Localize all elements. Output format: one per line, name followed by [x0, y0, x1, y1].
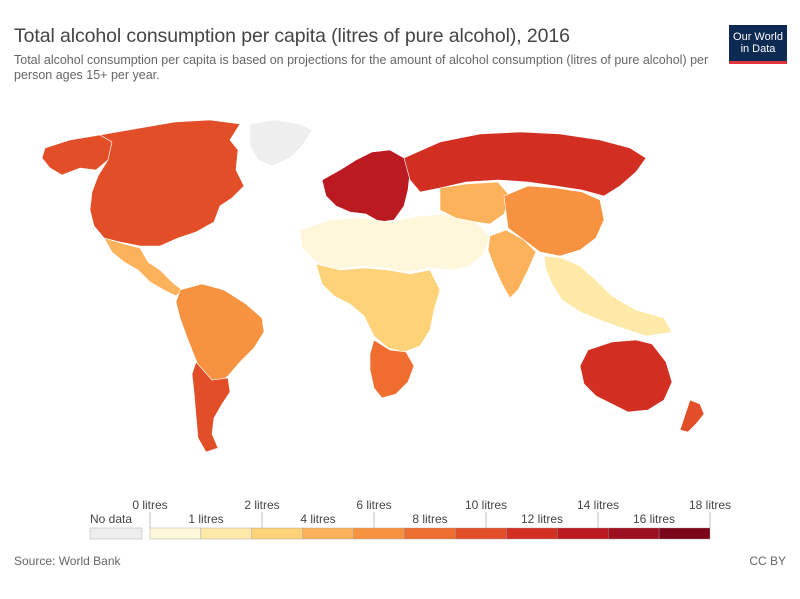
legend-label-lower-1: 4 litres [300, 512, 336, 526]
license-note[interactable]: CC BY [749, 554, 786, 568]
region-russia[interactable] [403, 131, 647, 197]
region-australia[interactable] [579, 339, 673, 413]
legend-label-upper-2: 6 litres [356, 498, 392, 512]
legend-bin-5[interactable] [404, 527, 456, 540]
region-central-asia[interactable] [439, 181, 511, 225]
legend-label-upper-3: 10 litres [464, 498, 508, 512]
region-north-america[interactable] [89, 119, 245, 247]
chart-title: Total alcohol consumption per capita (li… [14, 25, 570, 47]
region-argentina-chile[interactable] [191, 361, 231, 453]
legend-bins [149, 512, 711, 540]
logo-line-1: Our World [733, 31, 783, 43]
legend-bin-8[interactable] [557, 527, 609, 540]
legend-bin-7[interactable] [506, 527, 558, 540]
legend-bin-6[interactable] [455, 527, 507, 540]
legend-bin-10[interactable] [658, 527, 711, 540]
owid-logo[interactable]: Our World in Data [729, 25, 787, 64]
region-sub-saharan-africa[interactable] [315, 263, 441, 353]
logo-line-2: in Data [740, 43, 776, 55]
region-new-zealand[interactable] [679, 399, 705, 433]
region-greenland[interactable] [249, 119, 313, 167]
region-alaska[interactable] [41, 134, 113, 176]
chart-subtitle: Total alcohol consumption per capita is … [14, 53, 709, 82]
legend-label-lower-3: 12 litres [520, 512, 564, 526]
region-southern-africa[interactable] [369, 339, 415, 399]
region-south-america[interactable] [175, 283, 265, 387]
legend-no-data-label: No data [90, 512, 133, 526]
legend-bin-4[interactable] [353, 527, 405, 540]
source-note: Source: World Bank [14, 554, 121, 568]
region-southeast-asia[interactable] [543, 255, 673, 337]
legend-label-upper-1: 2 litres [244, 498, 280, 512]
legend-bin-2[interactable] [251, 527, 303, 540]
legend-label-upper-5: 18 litres [688, 498, 732, 512]
region-europe[interactable] [321, 149, 411, 223]
legend-label-upper-0: 0 litres [132, 498, 168, 512]
legend-label-lower-0: 1 litres [188, 512, 224, 526]
legend-label-lower-2: 8 litres [412, 512, 448, 526]
legend-label-upper-4: 14 litres [576, 498, 620, 512]
region-india[interactable] [487, 229, 537, 299]
legend-no-data-swatch [89, 527, 143, 540]
legend-bin-9[interactable] [607, 527, 660, 540]
legend-bin-3[interactable] [302, 527, 354, 540]
legend-bin-1[interactable] [200, 527, 253, 540]
legend-label-lower-4: 16 litres [632, 512, 676, 526]
legend-bin-0[interactable] [149, 527, 202, 540]
